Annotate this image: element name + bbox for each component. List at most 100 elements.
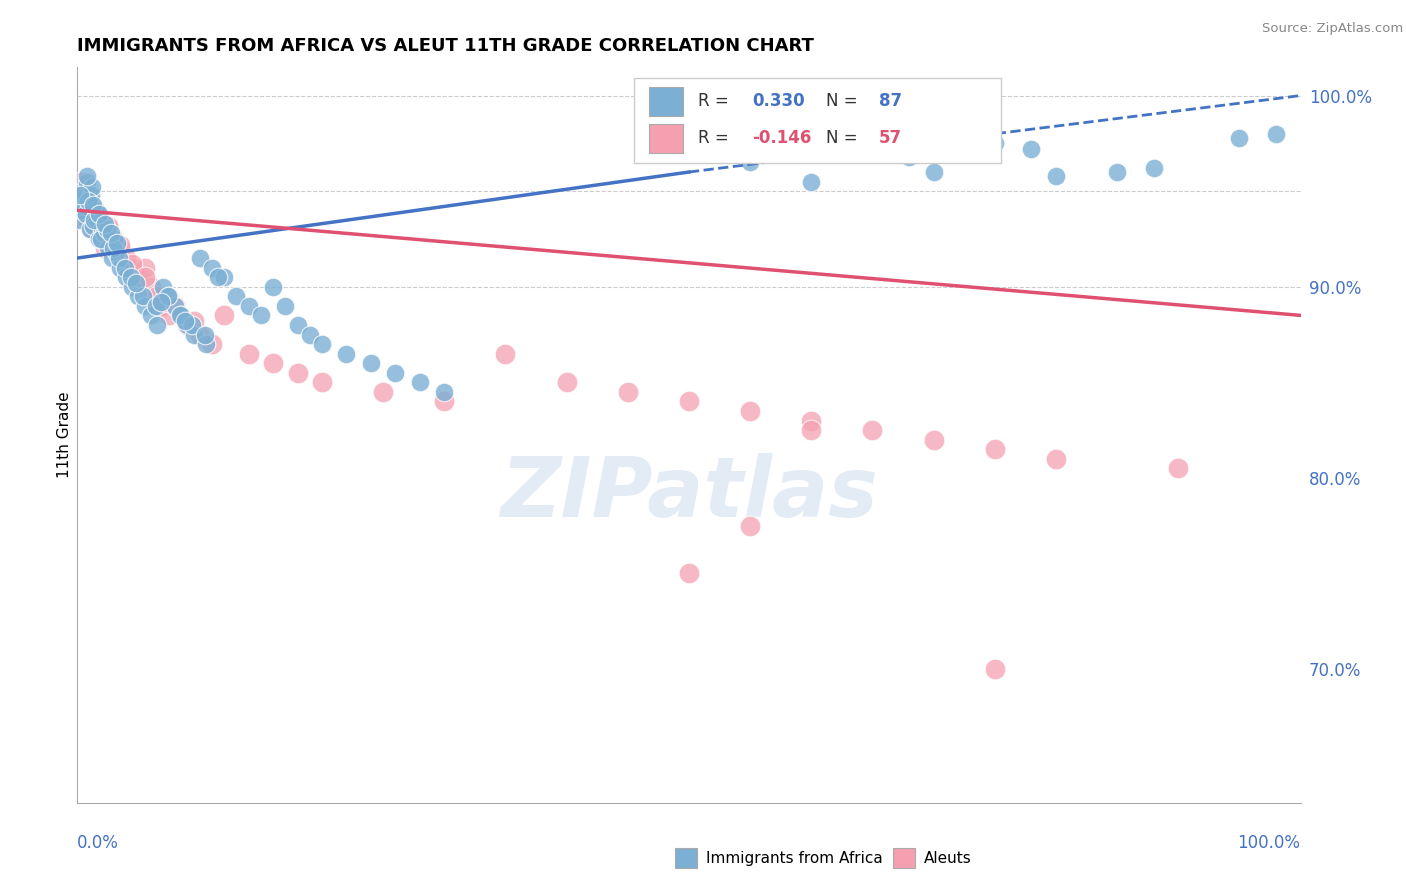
Point [165,299,187,313]
FancyBboxPatch shape [648,87,683,116]
Point [69,188,91,202]
Point [298,327,321,342]
Text: IMMIGRANTS FROM AFRICA VS ALEUT 11TH GRADE CORRELATION CHART: IMMIGRANTS FROM AFRICA VS ALEUT 11TH GRA… [77,37,814,55]
Point [212,309,235,323]
Point [84,207,107,221]
Point [287,318,309,332]
Point [80,222,103,236]
Point [1107,165,1129,179]
Point [86,212,108,227]
Point [201,260,224,275]
Point [83,203,105,218]
Point [156,289,179,303]
Point [157,289,180,303]
Point [89,232,111,246]
FancyBboxPatch shape [634,78,1001,162]
Point [176,318,198,332]
Point [134,270,156,285]
Point [984,662,1007,676]
Text: R =: R = [697,129,734,147]
Point [250,309,273,323]
Point [800,423,823,437]
Point [678,566,700,581]
Point [238,346,260,360]
Text: 57: 57 [879,129,901,147]
Point [311,337,333,351]
Point [898,150,921,164]
Point [433,384,456,399]
Point [922,433,945,447]
Point [1229,130,1251,145]
Point [132,289,155,303]
Point [90,232,112,246]
Point [146,318,169,332]
Point [152,295,174,310]
Point [108,237,131,252]
Point [170,309,193,323]
Point [193,327,215,342]
Point [360,356,382,370]
Point [740,404,762,418]
Point [108,251,131,265]
Point [433,394,456,409]
Point [82,219,104,233]
Point [94,242,117,256]
Text: ZIPatlas: ZIPatlas [501,453,877,534]
Point [73,184,96,198]
Point [800,413,823,427]
Point [149,295,172,310]
Point [139,309,162,323]
Point [96,222,118,236]
Point [188,251,211,265]
Point [121,279,143,293]
Point [103,232,125,246]
Text: 100.0%: 100.0% [1237,834,1301,852]
Text: Aleuts: Aleuts [924,851,972,865]
Point [207,270,229,285]
Point [678,394,700,409]
Point [287,366,309,380]
Text: Source: ZipAtlas.com: Source: ZipAtlas.com [1263,22,1403,36]
Point [139,279,162,293]
Point [409,376,432,390]
Text: 0.0%: 0.0% [77,834,120,852]
Point [70,203,93,218]
Point [82,197,104,211]
Point [80,180,103,194]
Point [114,260,136,275]
Point [495,346,517,360]
Text: N =: N = [825,129,863,147]
Point [100,226,122,240]
Point [555,376,578,390]
Point [194,337,217,351]
Point [740,155,762,169]
Point [134,299,156,313]
Point [1045,169,1067,183]
Point [165,299,187,313]
Point [740,518,762,533]
Point [72,188,94,202]
Point [69,212,91,227]
Point [76,175,98,189]
Point [79,194,101,208]
Point [262,356,284,370]
Point [862,423,884,437]
Point [89,222,111,236]
Point [1167,461,1189,475]
Point [152,299,174,313]
Point [984,442,1007,457]
Point [76,169,98,183]
Point [98,222,121,236]
Point [127,289,149,303]
Point [76,212,98,227]
Point [103,232,125,246]
Point [80,188,103,202]
Point [146,289,169,303]
Point [101,242,124,256]
Text: N =: N = [825,93,863,111]
Point [181,318,204,332]
Point [83,212,105,227]
Point [617,384,640,399]
Point [145,299,167,313]
Point [274,299,297,313]
